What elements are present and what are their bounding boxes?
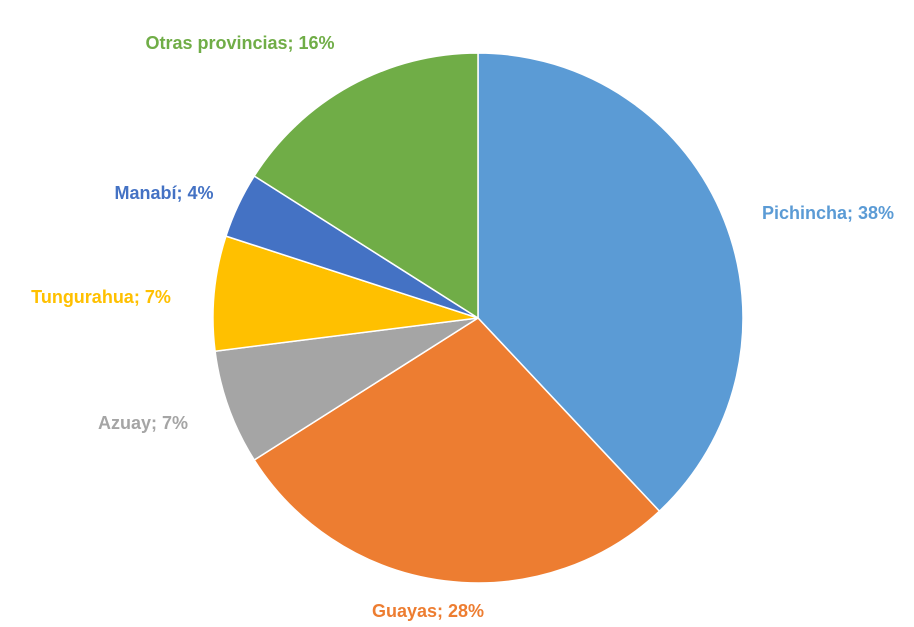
data-label: Pichincha; 38% — [761, 203, 895, 223]
slice — [214, 317, 479, 462]
data-label: Azuay; 7% — [97, 413, 189, 433]
data-label: Manabí; 4% — [114, 183, 214, 203]
slice — [253, 317, 661, 584]
data-label: Guayas; 28% — [371, 601, 485, 621]
data-label: Otras provincias; 16% — [145, 33, 335, 53]
slice — [253, 52, 479, 320]
slice — [212, 235, 479, 353]
slice — [477, 52, 744, 513]
data-label: Tungurahua; 7% — [31, 287, 171, 307]
